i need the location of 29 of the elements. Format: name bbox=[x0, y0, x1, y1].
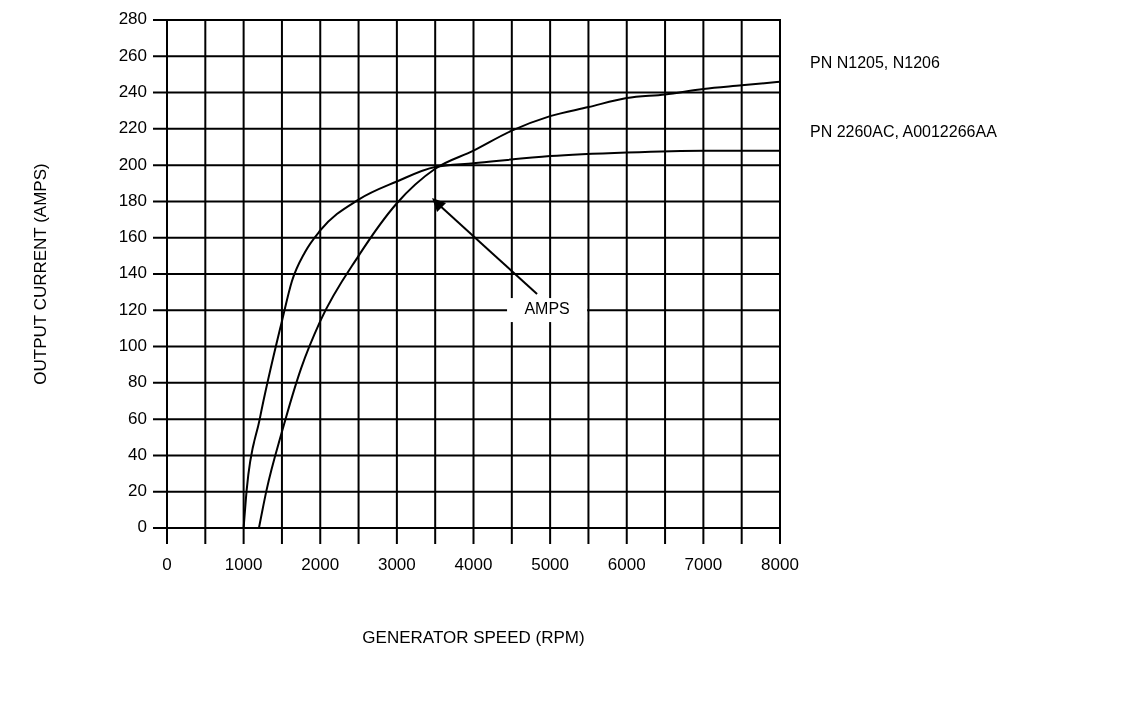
x-tick-label: 5000 bbox=[531, 555, 570, 574]
y-tick-label: 80 bbox=[128, 372, 147, 392]
x-tick-label: 8000 bbox=[761, 555, 799, 574]
y-tick-label: 100 bbox=[118, 336, 147, 356]
x-axis-title: GENERATOR SPEED (RPM) bbox=[362, 628, 585, 647]
series-label: PN 2260AC, A0012266AA bbox=[810, 122, 998, 140]
y-tick-label: 120 bbox=[118, 299, 147, 319]
y-tick-label: 140 bbox=[118, 263, 147, 283]
series-label: PN N1205, N1206 bbox=[810, 53, 940, 71]
y-tick-label: 200 bbox=[118, 154, 147, 174]
x-tick-label: 4000 bbox=[454, 555, 493, 574]
x-tick-label: 3000 bbox=[377, 555, 416, 574]
y-tick-label: 240 bbox=[118, 82, 147, 102]
x-tick-label: 0 bbox=[162, 555, 172, 574]
y-tick-label: 260 bbox=[118, 45, 147, 65]
annotation: AMPS bbox=[524, 300, 570, 318]
y-tick-label: 160 bbox=[118, 227, 147, 247]
x-tick-label: 6000 bbox=[607, 555, 646, 574]
x-tick-label: 1000 bbox=[224, 555, 263, 574]
y-tick-label: 180 bbox=[118, 190, 147, 210]
y-tick-label: 40 bbox=[128, 444, 147, 464]
y-tick-label: 60 bbox=[128, 408, 147, 428]
y-axis-title: OUTPUT CURRENT (AMPS) bbox=[31, 163, 50, 385]
x-tick-label: 7000 bbox=[684, 555, 723, 574]
y-tick-label: 0 bbox=[137, 517, 147, 537]
x-tick-label: 2000 bbox=[301, 555, 340, 574]
y-tick-label: 20 bbox=[128, 481, 147, 501]
y-tick-label: 220 bbox=[118, 118, 147, 138]
y-tick-label: 280 bbox=[118, 9, 147, 29]
